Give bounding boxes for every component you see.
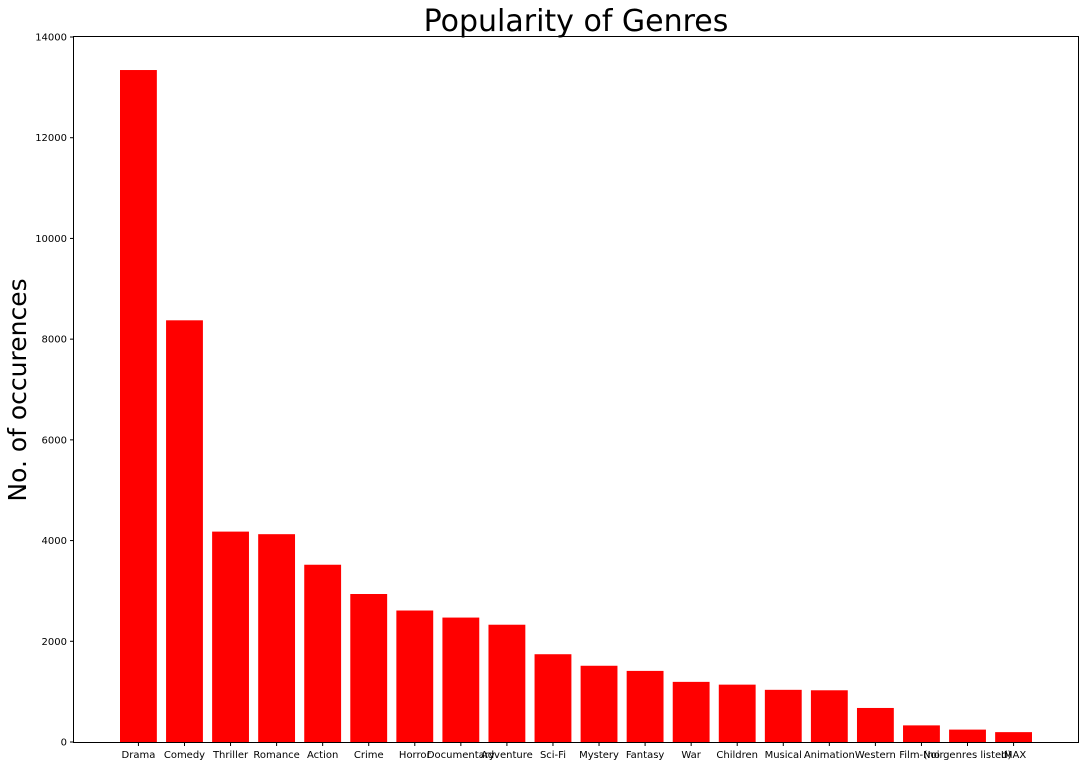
x-tick-label: (no genres listed) bbox=[924, 750, 1012, 761]
x-tick-label: Thriller bbox=[212, 750, 249, 761]
bar-animation bbox=[810, 690, 848, 742]
bar-children bbox=[718, 684, 756, 742]
y-tick-label: 8000 bbox=[42, 335, 67, 346]
bar-film-noir bbox=[903, 725, 940, 742]
bar-no-genres-listed bbox=[949, 729, 986, 742]
x-tick-label: Sci-Fi bbox=[540, 750, 566, 761]
bar-drama bbox=[120, 70, 157, 742]
x-tick-label: Musical bbox=[765, 750, 802, 761]
y-tick-label: 12000 bbox=[35, 133, 67, 144]
bar-documentary bbox=[442, 617, 480, 742]
x-tick-label: Documentary bbox=[427, 750, 495, 761]
y-tick-label: 2000 bbox=[42, 637, 67, 648]
x-tick-label: Action bbox=[307, 750, 338, 761]
bar-western bbox=[856, 707, 894, 742]
x-tick-label: War bbox=[681, 750, 701, 761]
chart-title: Popularity of Genres bbox=[424, 4, 729, 39]
x-tick-label: Romance bbox=[253, 750, 299, 761]
x-tick-label: Comedy bbox=[164, 750, 205, 761]
x-tick-label: Crime bbox=[354, 750, 384, 761]
x-tick-label: Fantasy bbox=[626, 750, 665, 761]
bar-imax bbox=[995, 732, 1032, 742]
x-tick-label: Film-Noir bbox=[899, 750, 944, 761]
bar-thriller bbox=[212, 531, 249, 742]
bar-sci-fi bbox=[534, 654, 572, 742]
x-tick-label: Western bbox=[855, 750, 896, 761]
y-tick-label: 0 bbox=[61, 738, 67, 749]
y-tick-label: 6000 bbox=[42, 435, 67, 446]
x-tick-label: Mystery bbox=[579, 750, 619, 761]
bar-crime bbox=[350, 594, 388, 742]
x-tick-label: Adventure bbox=[481, 750, 533, 761]
bar-action bbox=[304, 564, 342, 742]
y-tick-label: 14000 bbox=[35, 33, 67, 44]
bar-romance bbox=[258, 534, 296, 742]
x-tick-label: Children bbox=[716, 750, 758, 761]
x-tick-label: IMAX bbox=[1001, 750, 1026, 761]
plot-area-frame bbox=[73, 36, 1079, 743]
bar-comedy bbox=[166, 320, 203, 742]
bar-adventure bbox=[488, 624, 526, 742]
y-tick-label: 4000 bbox=[42, 536, 67, 547]
bar-fantasy bbox=[626, 670, 664, 742]
x-tick-label: Horror bbox=[399, 750, 432, 761]
y-ticks-group: 0 2000 4000 6000 8000 10000 12000 14000 bbox=[35, 33, 74, 749]
y-axis-label: No. of occurences bbox=[3, 278, 32, 501]
y-tick-label: 10000 bbox=[35, 234, 67, 245]
x-tick-label: Drama bbox=[122, 750, 156, 761]
bar-war bbox=[672, 681, 710, 742]
x-ticks-group: Drama Comedy Thriller Romance Action Crime Hor… bbox=[122, 742, 1026, 761]
bar-horror bbox=[396, 610, 434, 742]
bars-group bbox=[120, 70, 1032, 742]
x-tick-label: Animation bbox=[804, 750, 855, 761]
bar-musical bbox=[764, 689, 802, 742]
bar-mystery bbox=[580, 665, 618, 742]
